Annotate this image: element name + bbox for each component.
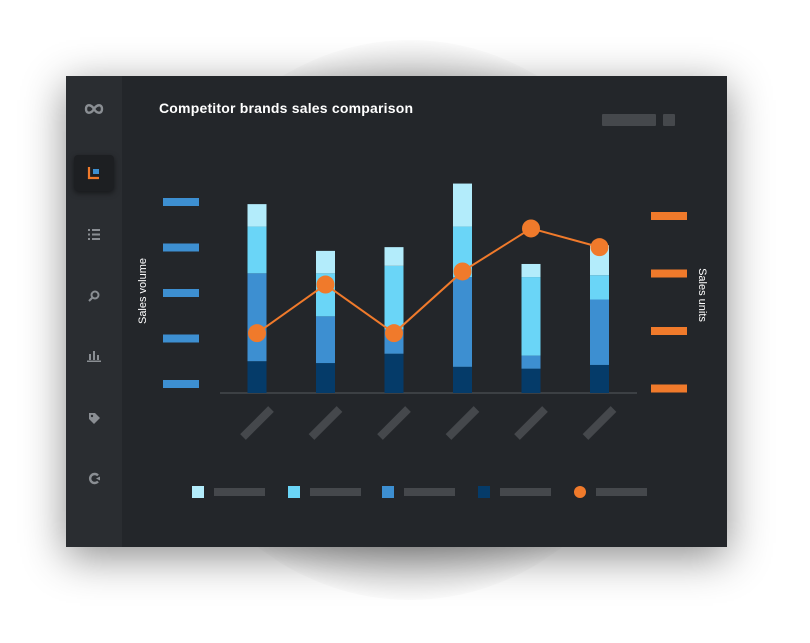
legend-swatch — [478, 486, 490, 498]
line-point — [248, 324, 266, 343]
line-point — [453, 262, 472, 281]
legend-label-placeholder — [310, 488, 361, 496]
sidebar — [66, 76, 122, 547]
x-tick-label-placeholder — [377, 406, 411, 440]
bar-segment-2 — [247, 273, 267, 362]
bar-segment-4 — [247, 204, 267, 227]
bar-segment-1 — [247, 361, 267, 393]
list-icon[interactable] — [74, 216, 114, 252]
tag-icon[interactable] — [74, 400, 114, 436]
legend-label-placeholder — [500, 488, 551, 496]
x-tick-label-placeholder — [445, 406, 480, 440]
y2-axis-tick — [651, 327, 687, 335]
legend-label-placeholder — [214, 488, 265, 496]
bar-segment-2 — [316, 316, 335, 364]
legend-dot — [574, 486, 586, 498]
search-icon[interactable] — [74, 278, 114, 314]
legend-swatch — [192, 486, 204, 498]
y2-axis-tick — [651, 269, 687, 278]
y-axis-tick — [163, 334, 199, 343]
legend-label-placeholder — [596, 488, 647, 496]
x-tick-label-placeholder — [582, 406, 617, 440]
y-axis-tick — [163, 198, 199, 206]
chart-area — [163, 183, 687, 440]
bar-segment-3 — [247, 226, 267, 274]
app-window: Competitor brands sales comparison Sales… — [66, 76, 727, 547]
refresh-icon[interactable] — [74, 460, 114, 496]
bar-segment-1 — [384, 353, 404, 393]
bar-segment-3 — [590, 275, 609, 300]
bar-segment-2 — [521, 355, 541, 369]
bar-segment-4 — [521, 263, 541, 278]
y2-axis-tick — [651, 212, 687, 220]
bar-segment-4 — [384, 247, 404, 266]
bar-segment-1 — [453, 366, 472, 393]
bar-segment-4 — [316, 250, 335, 274]
bar-segment-1 — [590, 364, 609, 393]
bar-segment-1 — [521, 368, 541, 393]
options-button[interactable] — [663, 114, 675, 126]
bar-segment-4 — [453, 183, 472, 227]
x-tick-label-placeholder — [240, 406, 274, 440]
period-selector[interactable] — [602, 114, 656, 126]
bar-segment-1 — [316, 363, 335, 393]
logo-icon[interactable] — [74, 91, 114, 127]
y-axis-tick — [163, 380, 199, 388]
x-tick-label-placeholder — [308, 406, 343, 440]
legend-swatch — [288, 486, 300, 498]
bar-segment-2 — [453, 277, 472, 367]
bar-segment-3 — [521, 277, 541, 356]
line-series — [256, 227, 600, 335]
x-tick-label-placeholder — [514, 406, 548, 440]
bar-segment-3 — [384, 265, 404, 330]
y2-axis-tick — [651, 384, 687, 393]
bar-chart-icon[interactable] — [74, 338, 114, 374]
chart-title: Competitor brands sales comparison — [159, 100, 414, 116]
y-axis-tick — [163, 289, 199, 297]
line-point — [590, 238, 609, 257]
chart-report-icon[interactable] — [74, 155, 114, 191]
legend-swatch — [382, 486, 394, 498]
legend-label-placeholder — [404, 488, 455, 496]
y-axis-tick — [163, 243, 199, 252]
line-point — [522, 219, 540, 238]
line-point — [385, 324, 403, 343]
bar-segment-2 — [590, 299, 609, 365]
line-point — [316, 275, 335, 294]
